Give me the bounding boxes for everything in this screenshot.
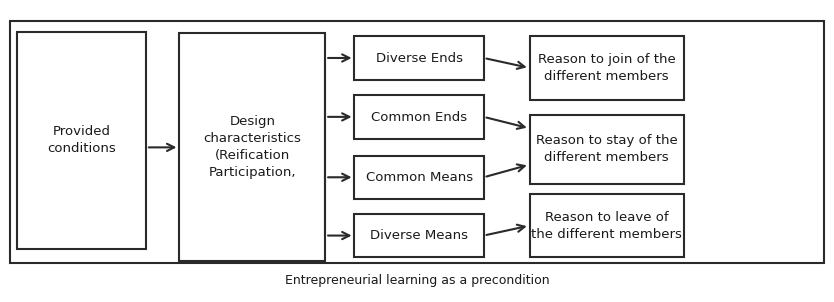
FancyBboxPatch shape bbox=[354, 36, 484, 80]
Text: Reason to stay of the
different members: Reason to stay of the different members bbox=[536, 134, 677, 165]
FancyBboxPatch shape bbox=[354, 156, 484, 199]
Text: Entrepreneurial learning as a precondition: Entrepreneurial learning as a preconditi… bbox=[284, 274, 550, 288]
Text: Reason to join of the
different members: Reason to join of the different members bbox=[538, 53, 676, 83]
FancyBboxPatch shape bbox=[530, 36, 684, 100]
FancyBboxPatch shape bbox=[179, 33, 325, 261]
FancyBboxPatch shape bbox=[17, 32, 146, 249]
Text: Provided
conditions: Provided conditions bbox=[47, 125, 116, 156]
Text: Common Ends: Common Ends bbox=[371, 111, 467, 124]
FancyBboxPatch shape bbox=[354, 214, 484, 257]
Text: Common Means: Common Means bbox=[365, 171, 473, 184]
FancyBboxPatch shape bbox=[10, 21, 824, 263]
Text: Design
characteristics
(Reification
Participation,: Design characteristics (Reification Part… bbox=[203, 115, 301, 179]
FancyBboxPatch shape bbox=[354, 95, 484, 139]
Text: Diverse Means: Diverse Means bbox=[370, 229, 468, 242]
FancyBboxPatch shape bbox=[530, 115, 684, 184]
Text: Diverse Ends: Diverse Ends bbox=[375, 52, 463, 65]
Text: Reason to leave of
the different members: Reason to leave of the different members bbox=[531, 210, 682, 241]
FancyBboxPatch shape bbox=[530, 194, 684, 257]
